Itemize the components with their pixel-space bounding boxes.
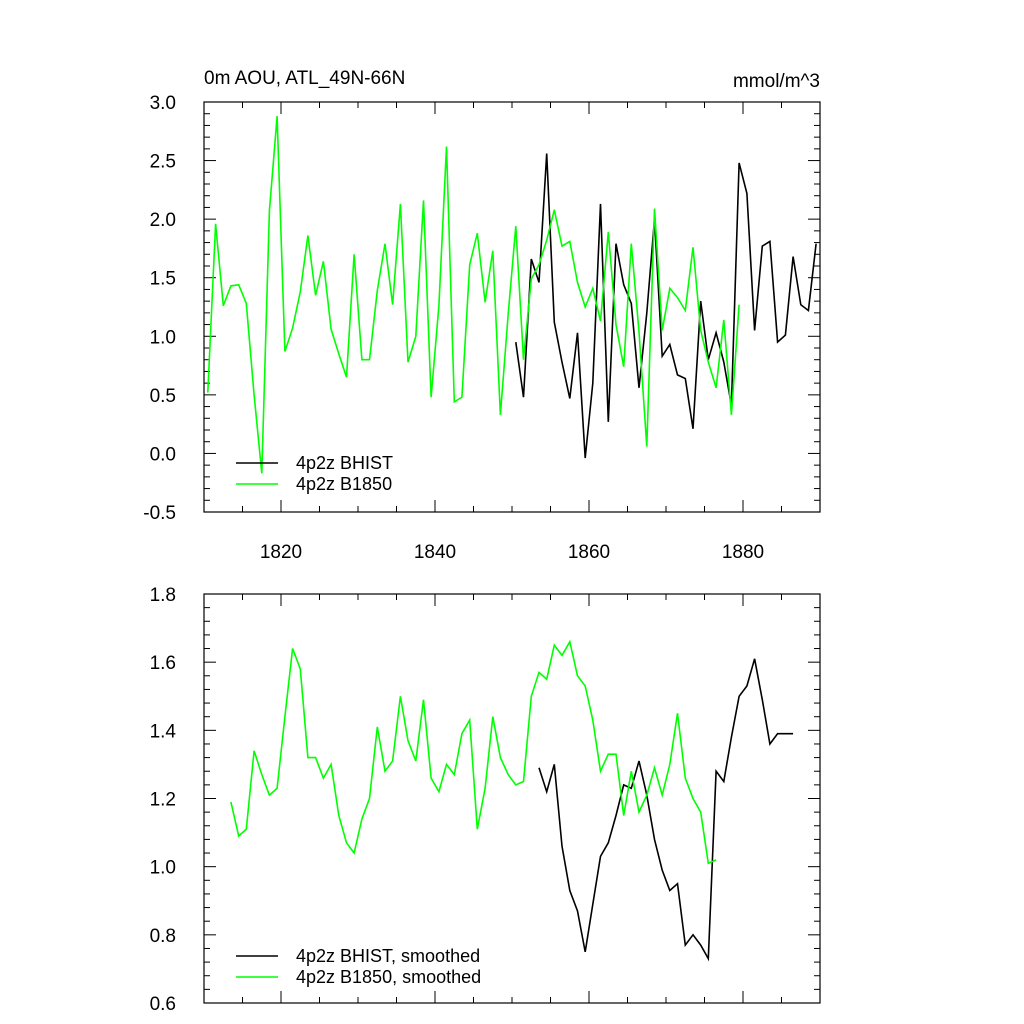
legend-label: 4p2z B1850, smoothed: [296, 967, 481, 987]
legend-label: 4p2z BHIST: [296, 453, 393, 473]
y-tick-label: 0.0: [150, 444, 176, 465]
legend-label: 4p2z BHIST, smoothed: [296, 946, 480, 966]
series-line-4p2z-bhist-smoothed: [538, 658, 794, 962]
y-tick-label: 1.4: [150, 721, 177, 742]
y-tick-label: -0.5: [143, 503, 176, 524]
y-tick-label: 0.5: [150, 386, 176, 407]
units-label: mmol/m^3: [733, 71, 820, 92]
y-tick-label: 1.0: [150, 858, 176, 879]
y-tick-label: 3.0: [150, 93, 176, 114]
x-tick-label: 1840: [414, 542, 456, 563]
x-tick-label: 1860: [568, 542, 610, 563]
y-tick-label: 1.8: [150, 585, 176, 606]
y-tick-label: 0.6: [150, 994, 176, 1015]
top-panel: 0m AOU, ATL_49N-66N mmol/m^3 1820 1840 186…: [143, 68, 821, 563]
y-tick-label: 1.6: [150, 653, 176, 674]
x-tick-label: 1820: [260, 542, 302, 563]
y-tick-label: 1.0: [150, 327, 176, 348]
legend-label: 4p2z B1850: [296, 474, 392, 494]
plot-frame: [203, 593, 821, 1004]
chart-title: 0m AOU, ATL_49N-66N: [204, 68, 405, 89]
y-tick-label: 1.5: [150, 269, 176, 290]
y-tick-label: 2.5: [150, 152, 176, 173]
y-tick-label: 2.0: [150, 210, 176, 231]
y-tick-label: 0.8: [150, 926, 176, 947]
x-tick-label: 1880: [722, 542, 764, 563]
series-line-4p2z-bhist: [515, 153, 817, 459]
series-line-4p2z-b1850: [207, 116, 740, 474]
bottom-panel: 0.6 0.8 1.0 1.2 1.4 1.6 1.8 4p2z BHIST, smoothe…: [150, 585, 821, 1015]
y-tick-label: 1.2: [150, 790, 176, 811]
series-line-4p2z-b1850-smoothed: [230, 639, 717, 865]
